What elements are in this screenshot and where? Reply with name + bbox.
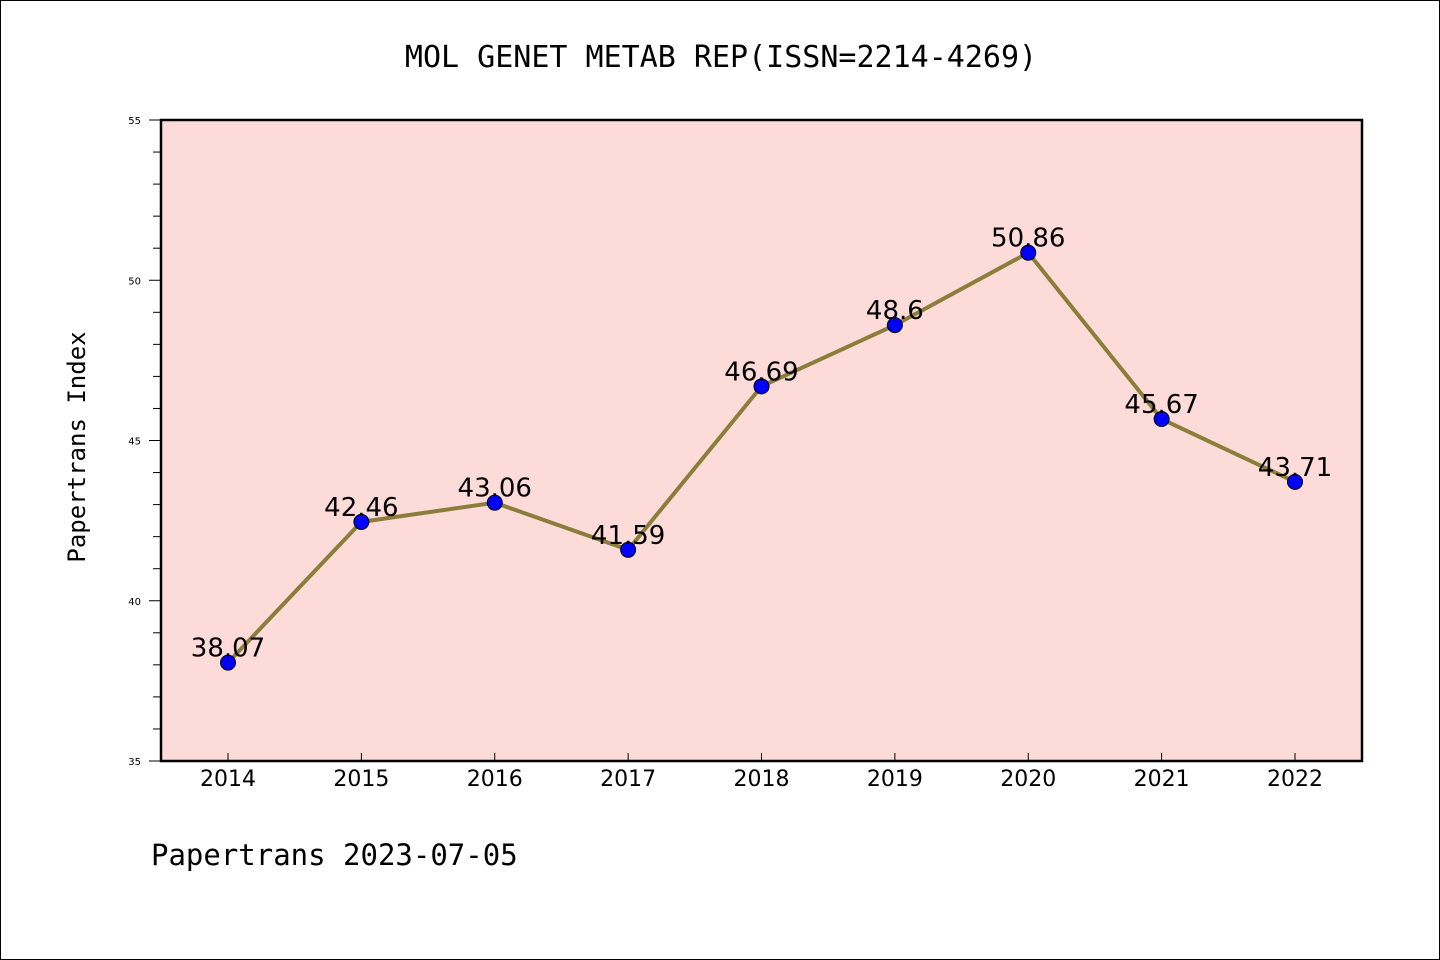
y-tick-label: 35: [128, 757, 141, 768]
data-label: 48.6: [866, 296, 924, 326]
data-point: [1020, 244, 1037, 261]
data-markers: [220, 244, 1303, 671]
data-label: 45.67: [1124, 390, 1198, 420]
chart-title: MOL GENET METAB REP(ISSN=2214-4269): [405, 40, 1037, 75]
y-axis-label: Papertrans Index: [63, 331, 91, 562]
x-tick-label: 2018: [734, 767, 790, 792]
x-tick-label: 2019: [867, 767, 923, 792]
data-labels: 38.07 42.46 43.06 41.59 46.69 48.6 50.86 45.67 4…: [191, 224, 1332, 664]
footer-text: Papertrans 2023-07-05: [151, 838, 518, 872]
x-tick-label: 2017: [600, 767, 656, 792]
data-point: [353, 513, 370, 530]
data-label: 43.06: [458, 474, 532, 504]
data-label: 42.46: [324, 493, 398, 523]
data-label: 38.07: [191, 634, 265, 664]
data-label: 41.59: [591, 521, 665, 551]
data-point: [1287, 473, 1303, 490]
x-tick-label: 2022: [1267, 767, 1323, 792]
plot-area: [159, 118, 1364, 763]
data-point: [886, 317, 903, 334]
data-point: [753, 378, 770, 395]
x-tick-label: 2015: [333, 767, 389, 792]
x-tick-label: 2016: [467, 767, 523, 792]
data-label: 46.69: [724, 357, 798, 387]
x-axis-ticks: 2014 2015 2016 2017 2018 2019 2020 2021 2022: [200, 753, 1323, 792]
data-point: [220, 654, 236, 671]
data-label: 50.86: [991, 224, 1065, 254]
y-axis-ticks: 35 40 45 50 55: [128, 116, 161, 768]
y-tick-label: 55: [128, 116, 141, 127]
x-tick-label: 2021: [1134, 767, 1190, 792]
data-label: 43.71: [1258, 453, 1332, 483]
data-point: [1153, 411, 1170, 428]
data-point: [486, 494, 503, 511]
x-tick-label: 2014: [200, 767, 256, 792]
x-tick-label: 2020: [1000, 767, 1056, 792]
data-point: [620, 541, 637, 558]
y-tick-label: 40: [128, 597, 141, 608]
y-tick-label: 50: [128, 276, 141, 287]
y-tick-label: 45: [128, 437, 141, 448]
